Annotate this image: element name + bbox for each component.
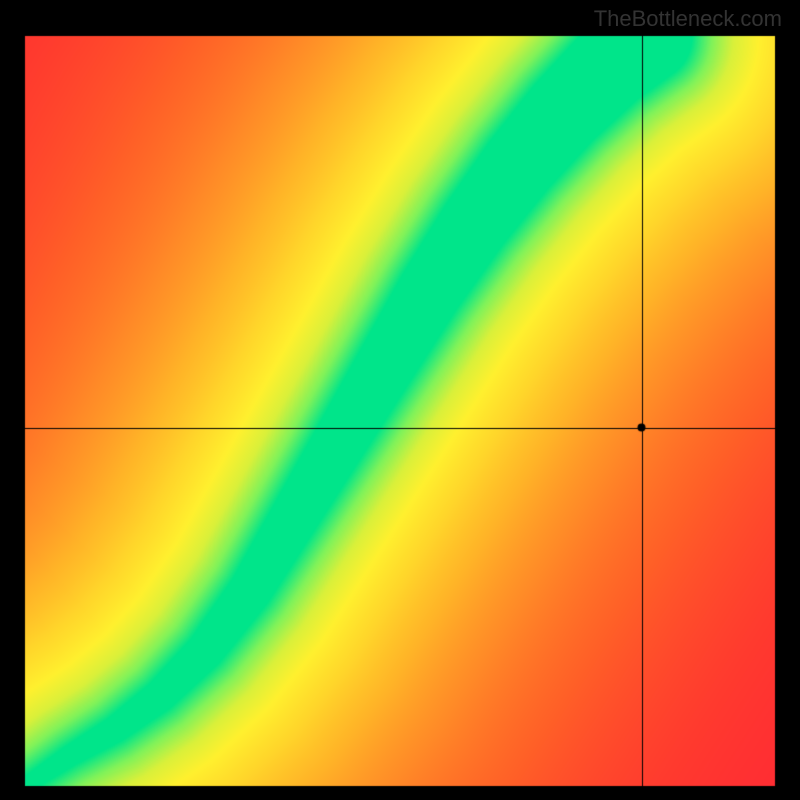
heatmap-canvas: [0, 0, 800, 800]
watermark-text: TheBottleneck.com: [594, 6, 782, 32]
chart-container: TheBottleneck.com: [0, 0, 800, 800]
